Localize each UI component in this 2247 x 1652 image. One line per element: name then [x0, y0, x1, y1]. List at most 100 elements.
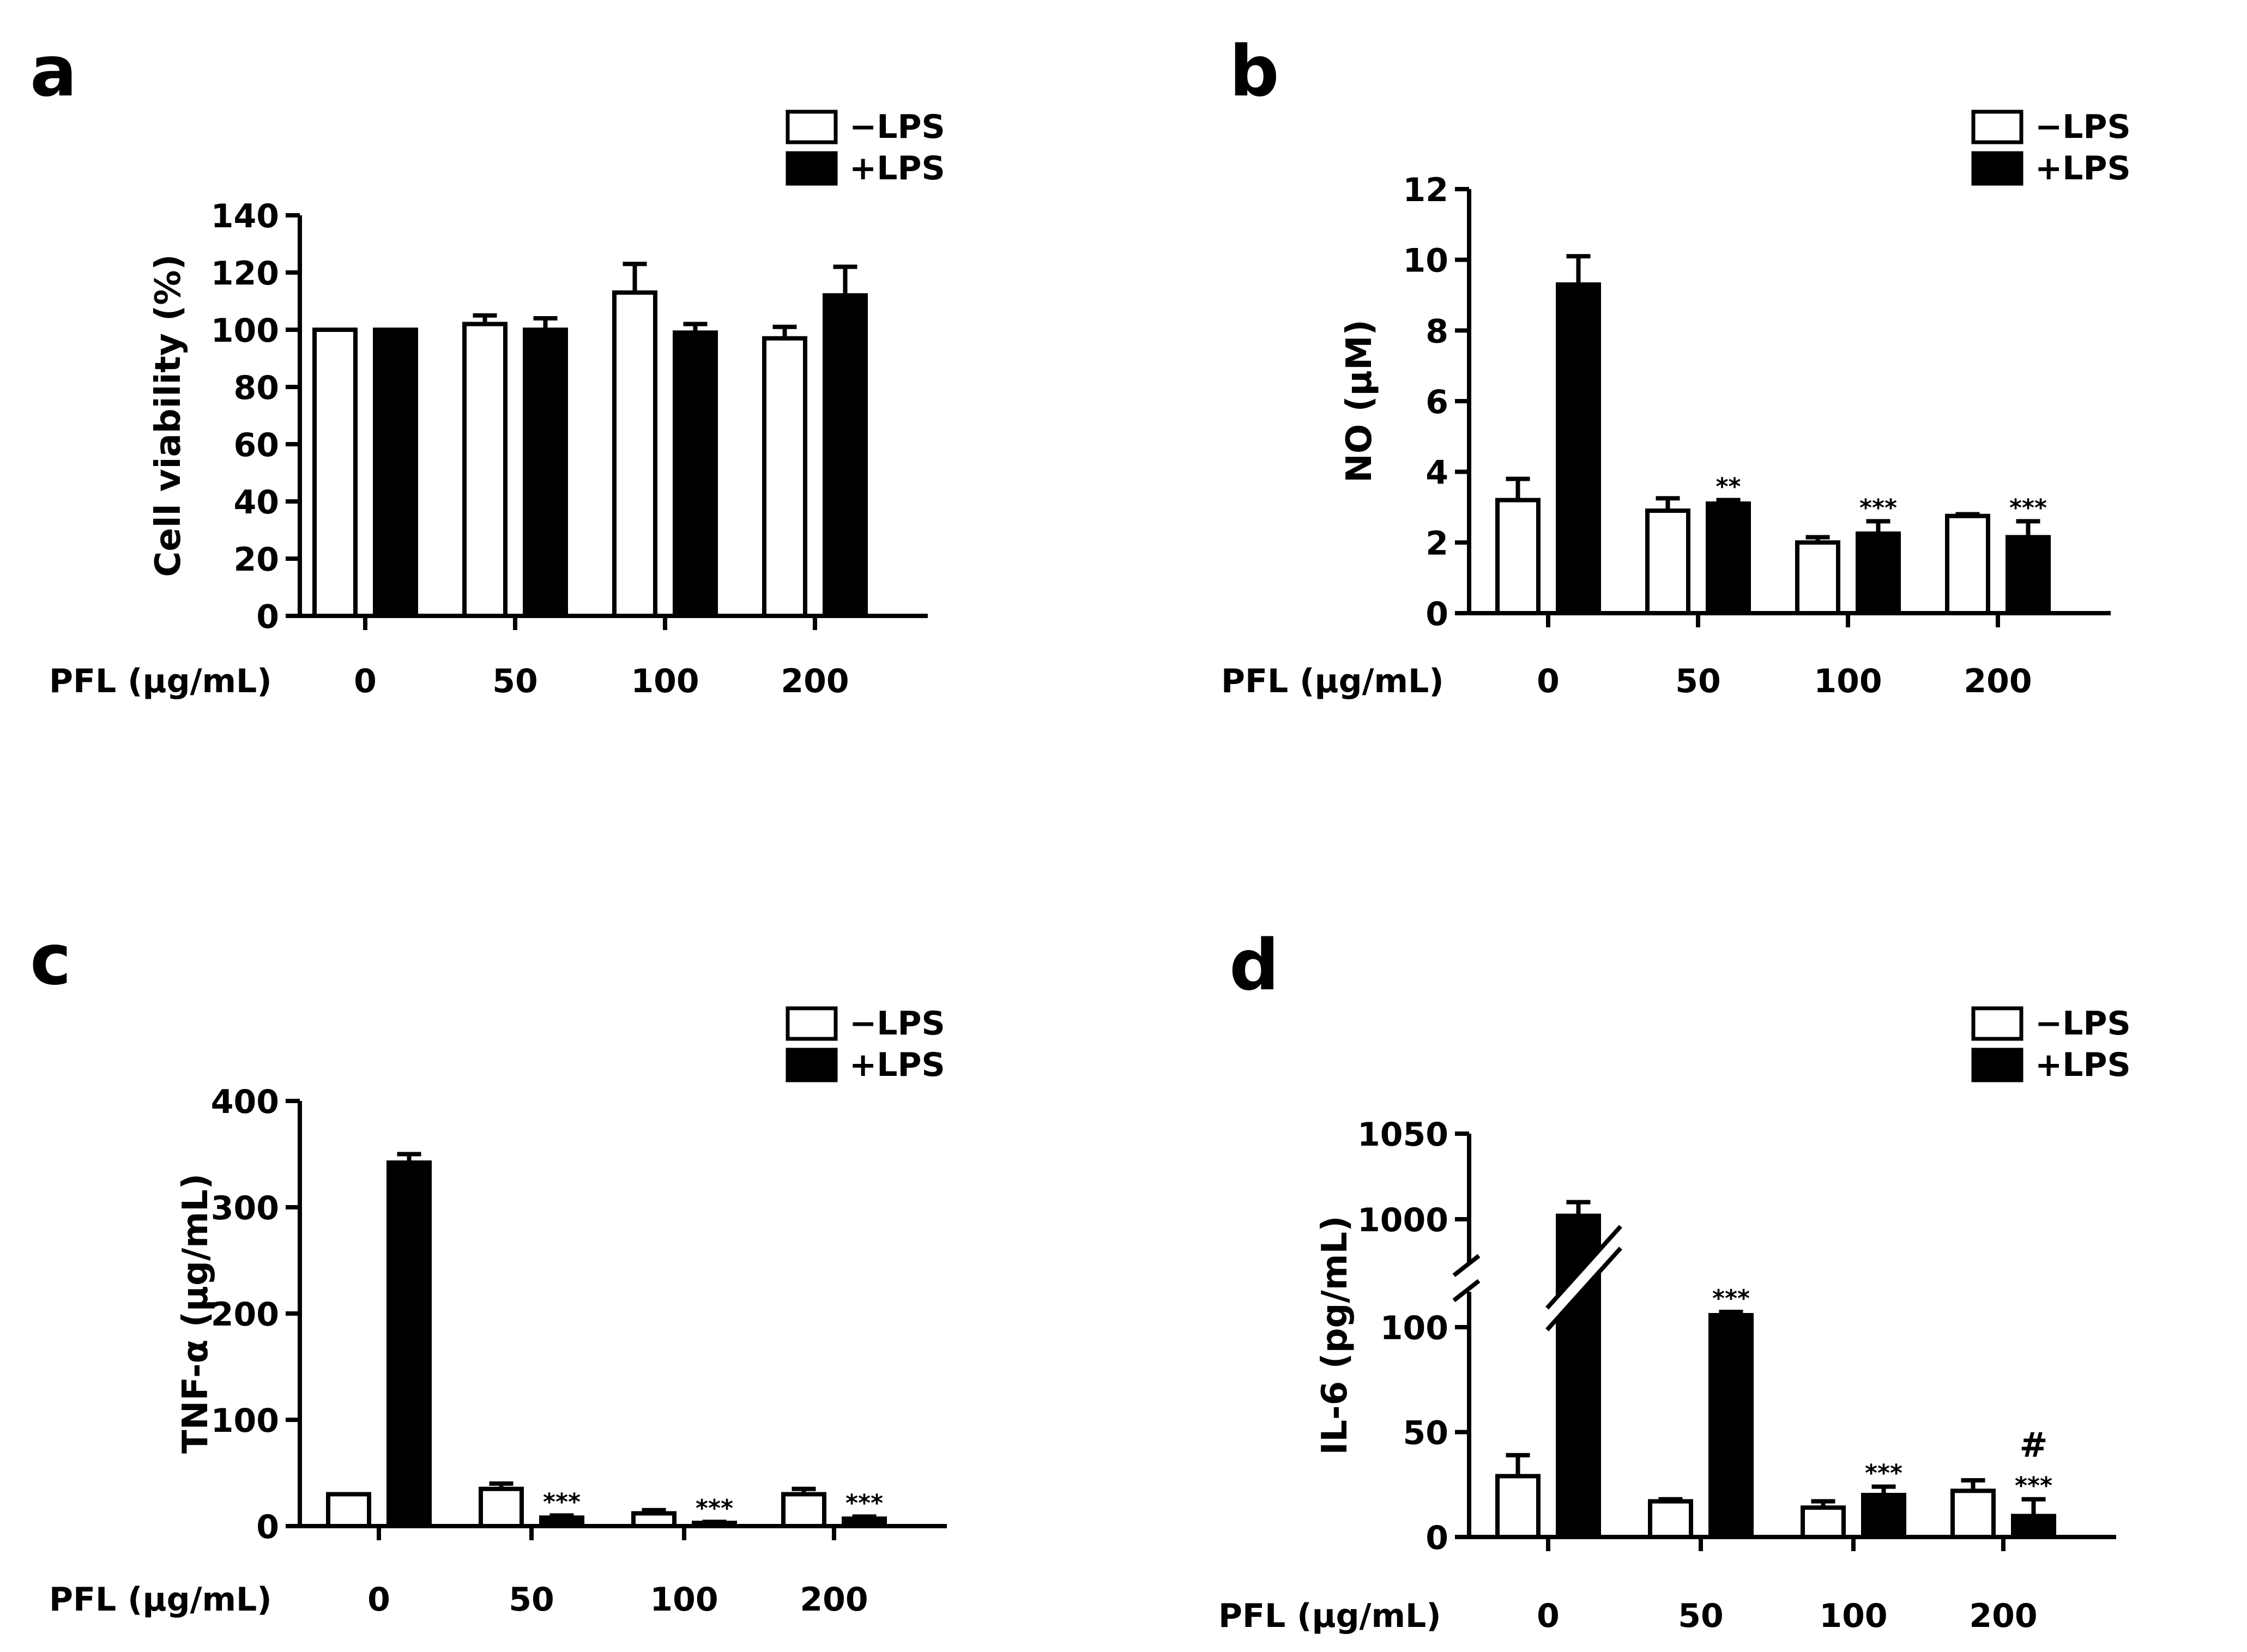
legend-label-minus-lps: −LPS [2035, 108, 2131, 146]
y-tick-label: 20 [234, 541, 280, 579]
legend: −LPS+LPS [786, 1004, 945, 1084]
bar-minus-lps-0 [312, 328, 358, 618]
bar-minus-lps-0 [326, 1492, 371, 1528]
y-tick-label: 200 [211, 1296, 279, 1334]
bar-plus-lps-50 [1708, 1313, 1754, 1539]
bar-minus-lps-50 [1648, 1499, 1693, 1540]
x-axis-title: PFL (μg/mL) [49, 662, 272, 700]
legend-swatch-minus-lps [786, 110, 838, 144]
legend-label-plus-lps: +LPS [2035, 1046, 2131, 1084]
legend-label-plus-lps: +LPS [849, 1046, 945, 1084]
legend-label-minus-lps: −LPS [2035, 1004, 2131, 1043]
bar-plus-lps-50 [539, 1515, 584, 1528]
bar-break-gap [1547, 1226, 1621, 1330]
y-tick-label: 0 [1425, 595, 1448, 633]
panel-letter-b: b [1229, 31, 1279, 112]
y-axis-title: NO (μM) [1339, 319, 1380, 483]
bar-plus-lps-200 [2006, 535, 2051, 615]
x-tick-label: 50 [1675, 662, 1721, 700]
x-axis-title: PFL (μg/mL) [1221, 662, 1444, 700]
bar-plus-lps-200 [842, 1516, 887, 1529]
significance-stars: *** [696, 1494, 733, 1522]
significance-stars: *** [1712, 1285, 1750, 1312]
bar-minus-lps-100 [1801, 1505, 1846, 1540]
x-tick-label: 0 [354, 662, 377, 700]
bar-minus-lps-50 [479, 1486, 524, 1528]
bar-minus-lps-50 [1645, 508, 1690, 615]
significance-stars: *** [1865, 1460, 1902, 1487]
legend: −LPS+LPS [1971, 1004, 2131, 1084]
panel-letter-a: a [30, 31, 77, 112]
legend-swatch-minus-lps [1971, 1006, 2023, 1041]
axis-break-mark [1452, 1279, 1481, 1303]
y-tick-label: 140 [211, 197, 279, 235]
legend: −LPS+LPS [1971, 108, 2131, 187]
significance-stars: *** [2015, 1472, 2052, 1500]
bar-minus-lps-0 [1495, 498, 1541, 615]
y-tick-label: 1000 [1357, 1201, 1448, 1239]
panel-letter-d: d [1229, 925, 1279, 1006]
bar-minus-lps-200 [1945, 513, 1990, 615]
bar-minus-lps-100 [631, 1511, 676, 1529]
y-tick-label: 80 [234, 369, 280, 407]
y-tick-label: 300 [211, 1189, 279, 1227]
y-tick-label: 2 [1425, 524, 1448, 562]
significance-hash: # [2020, 1425, 2048, 1465]
bar-minus-lps-100 [1795, 540, 1840, 615]
bar-minus-lps-50 [462, 322, 508, 618]
bar-minus-lps-200 [781, 1492, 826, 1528]
legend-label-plus-lps: +LPS [849, 149, 945, 187]
x-tick-label: 0 [1537, 662, 1560, 700]
x-tick-label: 100 [631, 662, 699, 700]
bar-plus-lps-100 [673, 330, 718, 618]
axis-break-mark [1452, 1254, 1481, 1278]
significance-stars: *** [845, 1489, 883, 1517]
y-tick-label: 0 [256, 1508, 279, 1546]
y-tick-label: 0 [256, 598, 279, 636]
legend-swatch-minus-lps [786, 1006, 838, 1041]
bar-plus-lps-100 [1861, 1493, 1906, 1539]
bar-plus-lps-200 [2011, 1514, 2056, 1539]
y-tick-label: 40 [234, 483, 280, 522]
chart-panel-c: 0 100 200 300 400 0 50 100 200 PFL (μg/mL) TNF-α (… [49, 1004, 947, 1619]
legend-swatch-minus-lps [1971, 110, 2023, 144]
y-axis-title: TNF-α (μg/mL) [176, 1173, 216, 1454]
legend-label-plus-lps: +LPS [2035, 149, 2131, 187]
x-tick-label: 50 [492, 662, 538, 700]
bar-minus-lps-200 [1950, 1488, 1996, 1540]
x-tick-label: 100 [1819, 1597, 1887, 1635]
bar-break-line [1545, 1225, 1622, 1310]
bar-minus-lps-200 [762, 336, 807, 618]
x-tick-label: 0 [1537, 1597, 1560, 1635]
bar-plus-lps-0 [386, 1160, 432, 1529]
bar-break-line [1545, 1246, 1622, 1332]
bar-plus-lps-100 [1856, 531, 1901, 615]
x-tick-label: 50 [509, 1581, 554, 1619]
y-axis-title: IL-6 (pg/mL) [1315, 1216, 1355, 1455]
significance-stars: *** [543, 1488, 581, 1516]
x-tick-label: 200 [800, 1581, 868, 1619]
y-tick-label: 10 [1403, 242, 1449, 280]
y-tick-label: 6 [1425, 383, 1448, 421]
legend-label-minus-lps: −LPS [849, 1004, 945, 1043]
x-axis-title: PFL (μg/mL) [1218, 1597, 1441, 1635]
bar-minus-lps-0 [1495, 1474, 1541, 1540]
legend-swatch-plus-lps [1971, 151, 2023, 186]
x-tick-label: 50 [1678, 1597, 1724, 1635]
x-tick-label: 200 [781, 662, 849, 700]
y-tick-label: 8 [1425, 312, 1448, 350]
y-tick-label: 100 [211, 312, 279, 350]
panel-letter-c: c [30, 919, 71, 1001]
y-tick-label: 400 [211, 1083, 279, 1121]
y-tick-label: 120 [211, 255, 279, 293]
y-axis-title: Cell viability (%) [148, 254, 189, 577]
bar-plus-lps-0 [1556, 282, 1601, 615]
legend-swatch-plus-lps [1971, 1048, 2023, 1082]
x-axis-title: PFL (μg/mL) [49, 1581, 272, 1619]
legend-swatch-plus-lps [786, 151, 838, 186]
y-tick-label: 0 [1425, 1519, 1448, 1557]
legend: −LPS+LPS [786, 108, 945, 187]
significance-stars: *** [1859, 494, 1897, 522]
